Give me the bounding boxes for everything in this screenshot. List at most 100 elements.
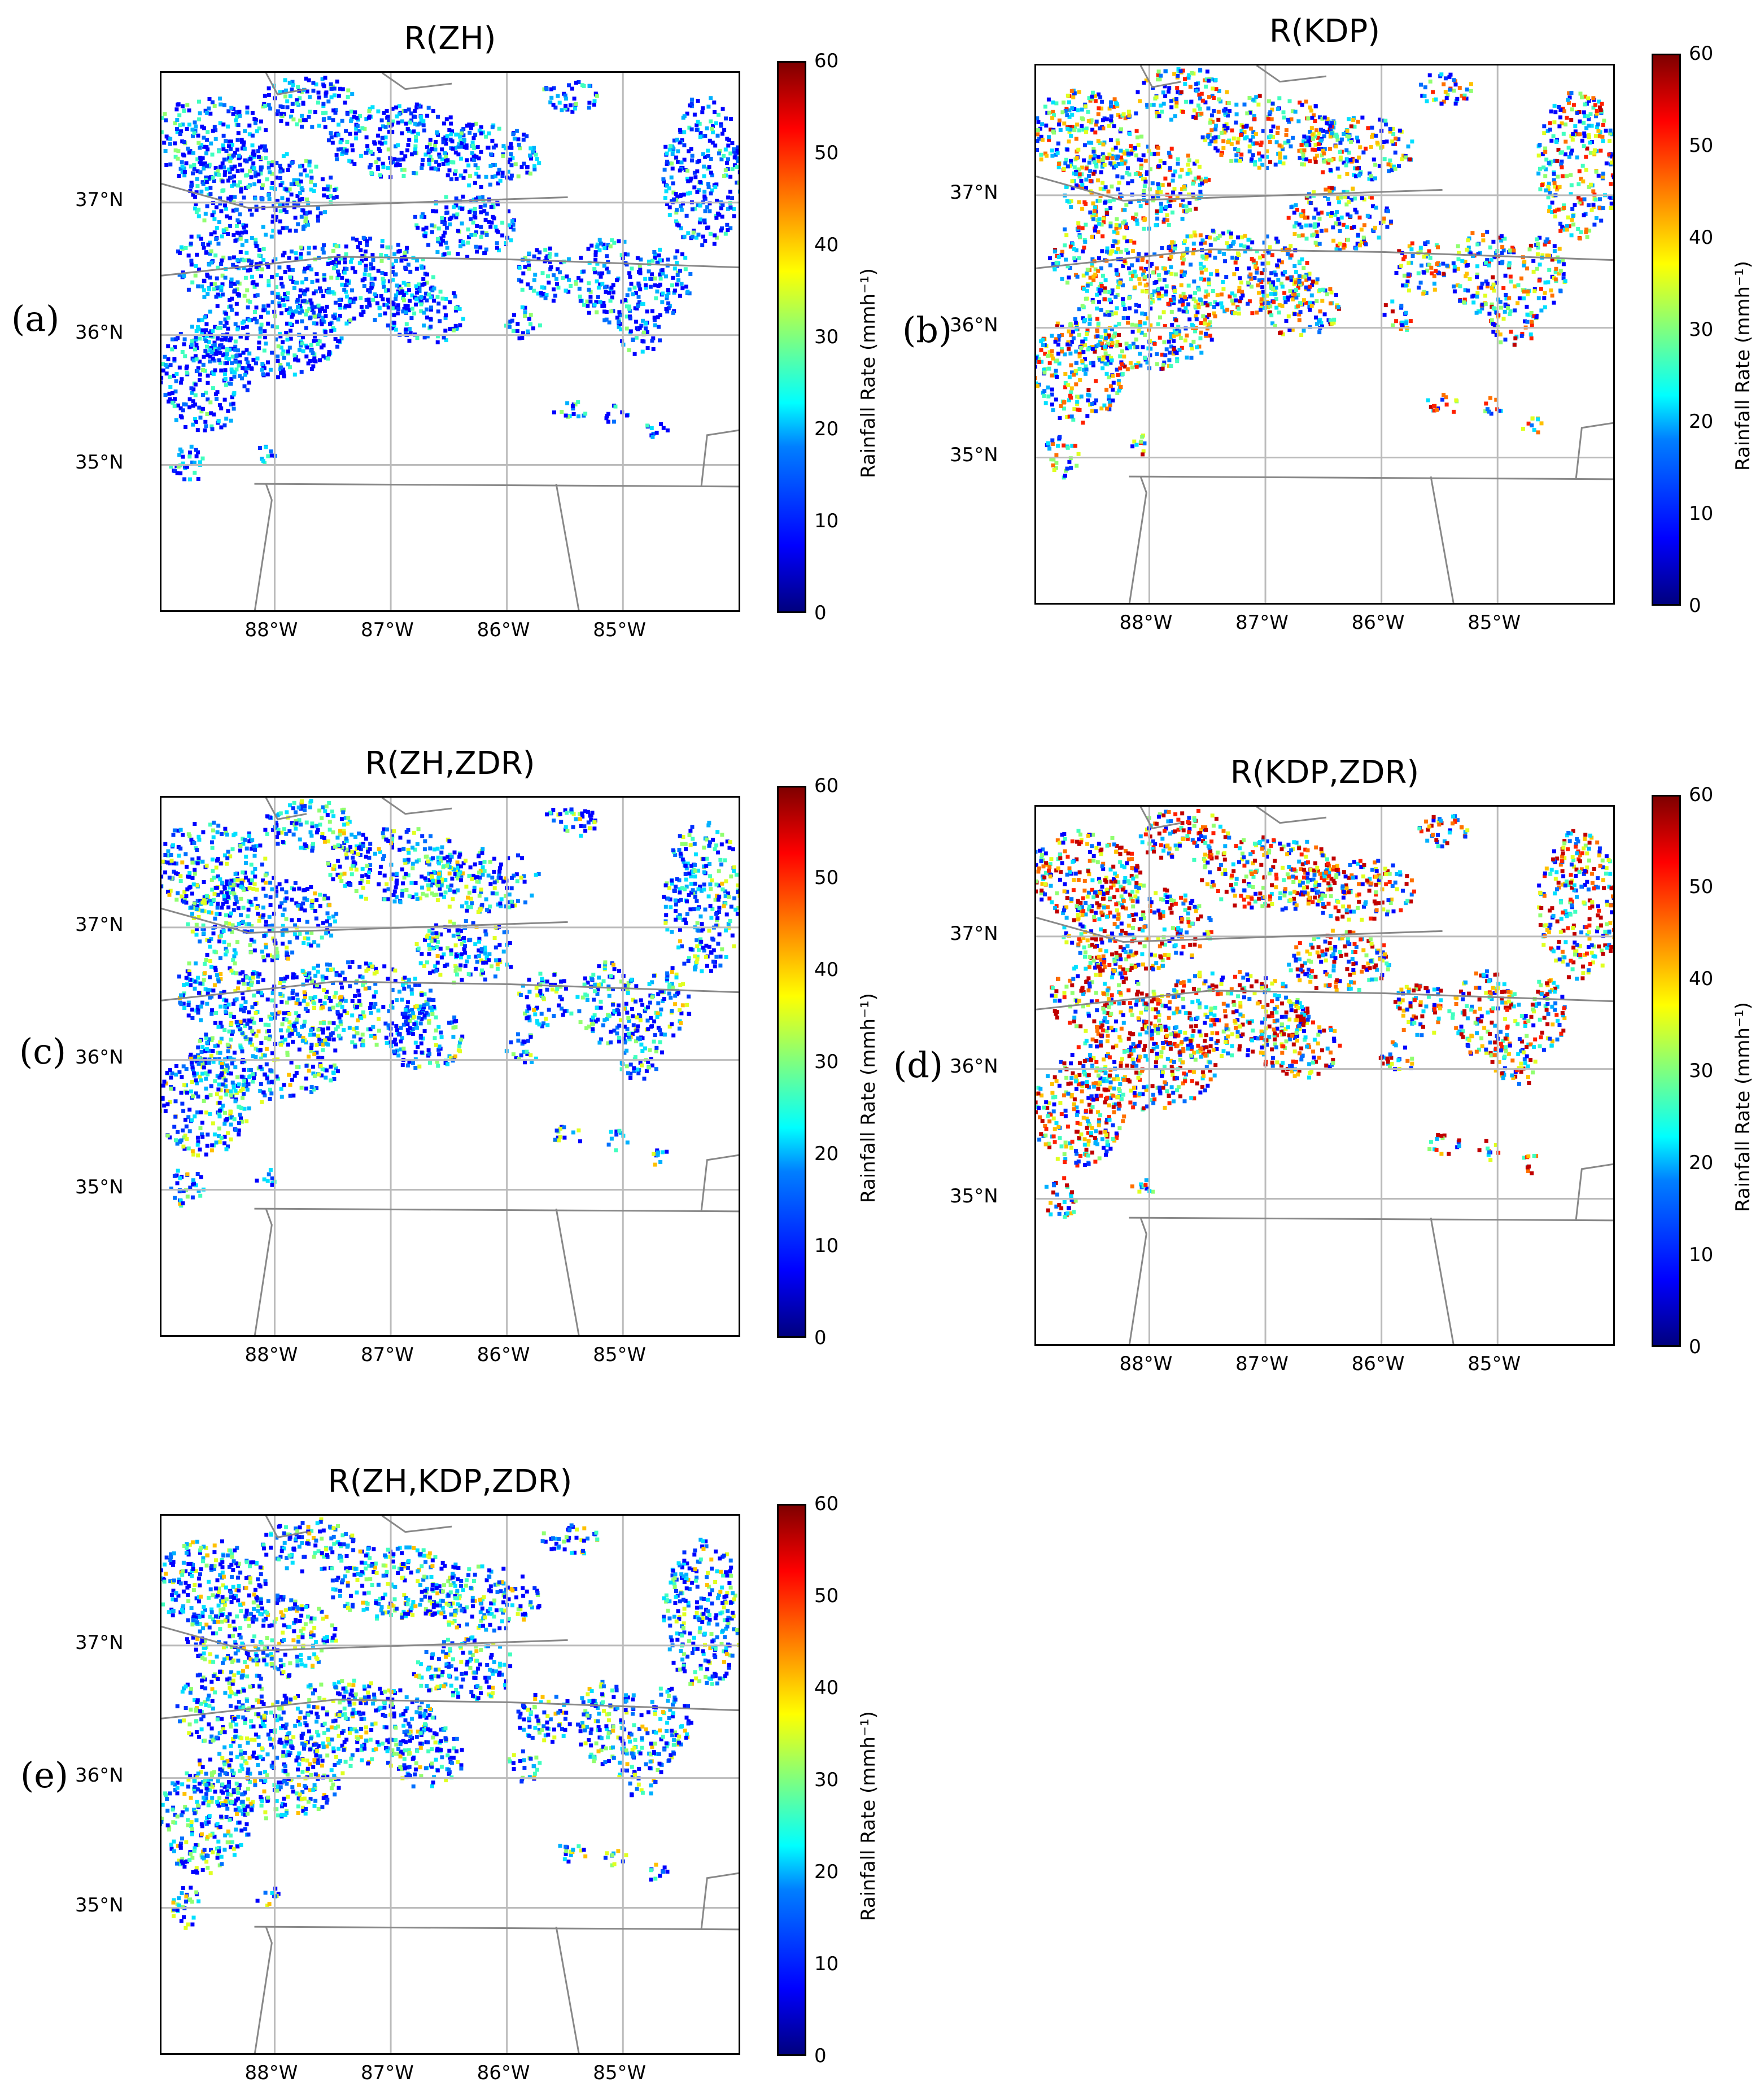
rain-pixel bbox=[343, 100, 347, 105]
rain-pixel bbox=[229, 284, 233, 288]
rain-pixel bbox=[305, 89, 309, 94]
rain-pixel bbox=[259, 167, 263, 172]
rain-pixel bbox=[1084, 126, 1089, 131]
rain-pixel bbox=[1592, 222, 1597, 227]
rain-pixel bbox=[317, 95, 321, 100]
rain-pixel bbox=[203, 212, 208, 216]
rain-pixel bbox=[1119, 250, 1123, 254]
rain-pixel bbox=[605, 254, 609, 259]
rain-pixel bbox=[463, 169, 468, 174]
rain-pixel bbox=[1236, 148, 1241, 152]
rain-pixel bbox=[1088, 403, 1093, 407]
rain-pixel bbox=[1601, 123, 1605, 127]
rain-pixel bbox=[289, 193, 294, 197]
rain-pixel bbox=[638, 268, 643, 272]
rain-pixel bbox=[634, 291, 638, 295]
rain-pixel bbox=[1305, 261, 1309, 265]
rain-pixel bbox=[214, 172, 219, 177]
rain-pixel bbox=[552, 273, 556, 278]
rain-pixel bbox=[1113, 154, 1118, 159]
rain-pixel bbox=[192, 167, 196, 172]
rain-pixel bbox=[701, 234, 705, 239]
rain-pixel bbox=[1328, 168, 1333, 172]
rain-pixel bbox=[1090, 215, 1095, 219]
rain-pixel bbox=[1169, 344, 1173, 349]
rain-pixel bbox=[644, 326, 648, 331]
rain-pixel bbox=[198, 111, 202, 116]
rain-pixel bbox=[1116, 247, 1120, 251]
rain-pixel bbox=[198, 155, 203, 160]
rain-pixel bbox=[1059, 253, 1064, 257]
rain-pixel bbox=[473, 215, 478, 220]
rain-pixel bbox=[579, 256, 583, 260]
rain-pixel bbox=[294, 281, 298, 285]
rain-pixel bbox=[182, 274, 186, 278]
rain-pixel bbox=[331, 195, 336, 200]
rain-pixel bbox=[348, 297, 353, 301]
rain-pixel bbox=[347, 299, 352, 304]
rain-pixel bbox=[676, 160, 680, 164]
rain-pixel bbox=[1598, 206, 1602, 211]
rain-pixel bbox=[1167, 222, 1171, 227]
rain-pixel bbox=[644, 283, 648, 287]
rain-pixel bbox=[1074, 371, 1078, 375]
rain-pixel bbox=[641, 318, 645, 323]
rain-pixel bbox=[1236, 235, 1241, 240]
rain-pixel bbox=[332, 266, 336, 270]
rain-pixel bbox=[504, 146, 508, 151]
rain-pixel bbox=[577, 80, 581, 84]
rain-pixel bbox=[187, 454, 192, 459]
rain-pixel bbox=[161, 362, 165, 366]
rain-pixel bbox=[711, 130, 715, 134]
rain-pixel bbox=[228, 338, 232, 343]
rain-pixel bbox=[357, 240, 362, 245]
rain-pixel bbox=[483, 251, 487, 255]
rain-pixel bbox=[1058, 128, 1063, 132]
rain-pixel bbox=[454, 203, 458, 208]
rain-pixel bbox=[392, 313, 396, 317]
rain-pixel bbox=[609, 309, 614, 314]
rain-pixel bbox=[1302, 148, 1307, 152]
rain-pixel bbox=[349, 260, 353, 264]
rain-pixel bbox=[287, 311, 291, 315]
rain-pixel bbox=[592, 99, 597, 103]
rain-pixel bbox=[263, 103, 268, 108]
rain-pixel bbox=[247, 364, 251, 368]
rain-pixel bbox=[1108, 224, 1113, 229]
rain-pixel bbox=[1342, 160, 1346, 165]
rain-pixel bbox=[1196, 305, 1201, 309]
rain-pixel bbox=[471, 154, 476, 158]
rain-pixel bbox=[1060, 250, 1064, 254]
rain-pixel bbox=[403, 251, 407, 255]
rain-pixel bbox=[1560, 165, 1564, 169]
rain-pixel bbox=[1056, 165, 1061, 169]
rain-pixel bbox=[279, 370, 283, 375]
rain-pixel bbox=[1439, 72, 1444, 77]
radar-map bbox=[1034, 64, 1615, 605]
rain-pixel bbox=[353, 131, 358, 135]
rain-pixel bbox=[408, 120, 412, 125]
rain-pixel bbox=[260, 196, 265, 201]
rain-pixel bbox=[1231, 301, 1235, 306]
rain-pixel bbox=[1103, 344, 1107, 349]
rain-pixel bbox=[1075, 183, 1078, 187]
rain-pixel bbox=[266, 303, 270, 308]
rain-pixel bbox=[627, 348, 631, 352]
rain-pixel bbox=[1183, 309, 1188, 314]
rain-pixel bbox=[413, 109, 417, 113]
rain-pixel bbox=[595, 94, 599, 98]
rain-pixel bbox=[1037, 360, 1042, 364]
rain-pixel bbox=[703, 155, 708, 159]
rain-pixel bbox=[415, 286, 420, 291]
rain-pixel bbox=[369, 262, 373, 266]
rain-pixel bbox=[396, 143, 400, 147]
rain-pixel bbox=[494, 174, 497, 178]
rain-pixel bbox=[250, 212, 254, 217]
rain-pixel bbox=[289, 336, 293, 341]
rain-pixel bbox=[453, 308, 458, 313]
rain-pixel bbox=[195, 169, 200, 173]
rain-pixel bbox=[170, 347, 174, 352]
rain-pixel bbox=[1134, 337, 1138, 342]
rain-pixel bbox=[1134, 303, 1138, 307]
rain-pixel bbox=[706, 185, 711, 190]
